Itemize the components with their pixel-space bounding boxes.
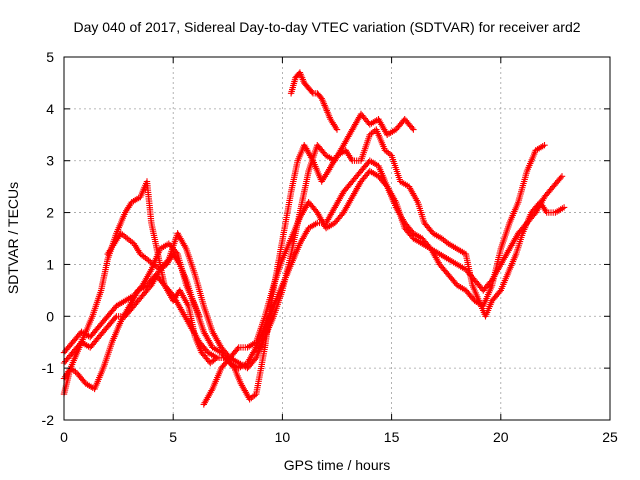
y-tick-label: 5: [46, 49, 54, 65]
x-axis-label: GPS time / hours: [284, 457, 391, 473]
ticks: [63, 56, 611, 421]
grid: [64, 57, 610, 420]
series-trace-4: [287, 69, 341, 133]
chart-title: Day 040 of 2017, Sidereal Day-to-day VTE…: [73, 19, 580, 35]
y-tick-label: 4: [46, 101, 54, 117]
y-tick-label: 1: [46, 256, 54, 272]
x-tick-label: 5: [169, 429, 177, 445]
series-markers: [104, 230, 203, 320]
x-tick-label: 0: [60, 429, 68, 445]
series-trace-7: [104, 230, 203, 320]
plot-frame: [63, 56, 611, 421]
x-tick-label: 25: [602, 429, 618, 445]
x-tick-label: 10: [275, 429, 291, 445]
tick-labels: 0 5 10 15 20 25 -2 -1 0 1 2 3 4 5: [42, 49, 618, 445]
y-tick-label: -1: [42, 360, 55, 376]
series-trace-5: [200, 142, 548, 408]
y-axis-label: SDTVAR / TECUs: [5, 182, 21, 294]
series-markers: [287, 69, 341, 133]
data-series: [60, 69, 568, 408]
x-tick-label: 15: [384, 429, 400, 445]
series-markers: [200, 142, 548, 408]
y-tick-label: -2: [42, 412, 55, 428]
y-tick-label: 3: [46, 153, 54, 169]
x-tick-label: 20: [493, 429, 509, 445]
y-tick-label: 0: [46, 308, 54, 324]
y-tick-label: 2: [46, 205, 54, 221]
